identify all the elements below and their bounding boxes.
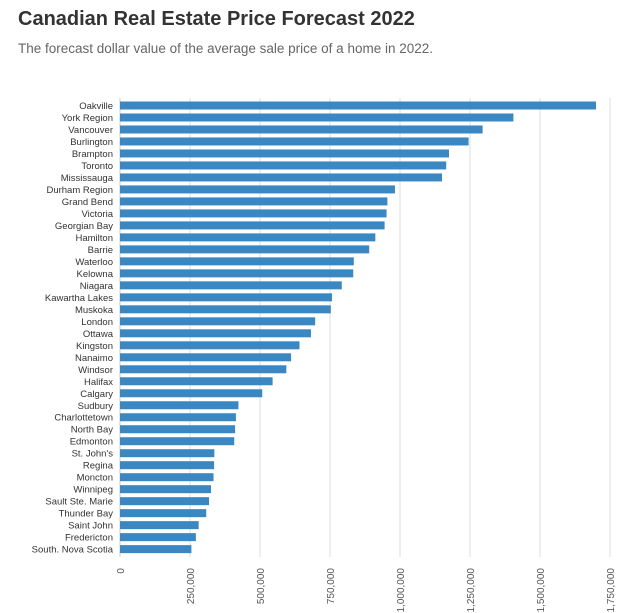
bar <box>120 353 292 362</box>
bar <box>120 233 376 242</box>
category-label: Mississauga <box>61 173 114 184</box>
bar <box>120 113 514 122</box>
bar <box>120 437 235 446</box>
category-label: Saint John <box>68 521 113 532</box>
category-label: Brampton <box>72 149 113 160</box>
category-label: Muskoka <box>75 305 114 316</box>
category-label: Durham Region <box>46 185 113 196</box>
bar <box>120 377 273 386</box>
category-label: Georgian Bay <box>55 221 113 232</box>
x-tick-label: 500,000 <box>256 568 267 605</box>
category-label: South. Nova Scotia <box>32 545 114 556</box>
bar <box>120 401 239 410</box>
bar <box>120 425 236 434</box>
category-label: Edmonton <box>70 437 113 448</box>
category-label: Toronto <box>81 161 113 172</box>
category-label: Winnipeg <box>73 485 113 496</box>
category-label: Barrie <box>88 245 113 256</box>
bar <box>120 149 449 158</box>
bar <box>120 461 215 470</box>
category-label: Ottawa <box>83 329 114 340</box>
x-tick-label: 0 <box>116 568 127 574</box>
bar <box>120 101 596 110</box>
bar <box>120 485 211 494</box>
category-label: Halifax <box>84 377 113 388</box>
bar <box>120 269 354 278</box>
bar <box>120 329 311 338</box>
category-label: London <box>81 317 113 328</box>
bar <box>120 221 385 230</box>
bar <box>120 293 332 302</box>
category-label: York Region <box>62 113 113 124</box>
bar <box>120 209 387 218</box>
category-label: Moncton <box>77 473 113 484</box>
category-label: Sudbury <box>78 401 114 412</box>
bar <box>120 185 395 194</box>
chart-subtitle: The forecast dollar value of the average… <box>18 41 433 56</box>
bar <box>120 173 442 182</box>
category-label: Vancouver <box>68 125 113 136</box>
bar <box>120 281 342 290</box>
category-label: Kingston <box>76 341 113 352</box>
bar <box>120 365 287 374</box>
category-label: Thunder Bay <box>59 509 114 520</box>
category-label: Charlottetown <box>54 413 113 424</box>
category-label: Burlington <box>70 137 113 148</box>
category-label: Grand Bend <box>62 197 113 208</box>
chart-title: Canadian Real Estate Price Forecast 2022 <box>18 8 415 30</box>
category-label: Niagara <box>80 281 114 292</box>
bar <box>120 473 214 482</box>
bar <box>120 533 196 542</box>
x-axis-tick-labels: 0 250,000 500,000 750,000 1,000,000 1,250,000… <box>116 568 617 613</box>
x-tick-label: 1,500,000 <box>536 568 547 613</box>
bar <box>120 521 199 530</box>
category-label: Nanaimo <box>75 353 113 364</box>
bar <box>120 245 370 254</box>
bar <box>120 545 192 554</box>
category-label: Regina <box>83 461 114 472</box>
bar <box>120 317 316 326</box>
bar <box>120 449 215 458</box>
category-label: Windsor <box>78 365 113 376</box>
x-tick-label: 750,000 <box>326 568 337 605</box>
category-label: St. John's <box>72 449 114 460</box>
category-label: Sault Ste. Marie <box>45 497 113 508</box>
bar <box>120 257 354 266</box>
category-label: Hamilton <box>76 233 114 244</box>
bar <box>120 137 469 146</box>
bar <box>120 509 207 518</box>
bar <box>120 413 236 422</box>
category-label: Waterloo <box>75 257 113 268</box>
x-tick-label: 1,250,000 <box>466 568 477 613</box>
bar <box>120 125 483 134</box>
bar <box>120 389 263 398</box>
x-tick-label: 1,000,000 <box>396 568 407 613</box>
category-label: Kelowna <box>77 269 114 280</box>
bar <box>120 341 300 350</box>
category-label: Victoria <box>81 209 113 220</box>
bar <box>120 161 447 170</box>
bar <box>120 305 331 314</box>
category-label: Calgary <box>80 389 113 400</box>
category-label: Kawartha Lakes <box>45 293 113 304</box>
x-tick-label: 250,000 <box>186 568 197 605</box>
bar <box>120 197 388 206</box>
bars <box>120 101 596 554</box>
category-label: North Bay <box>71 425 113 436</box>
x-tick-label: 1,750,000 <box>606 568 617 613</box>
category-label: Fredericton <box>65 533 113 544</box>
category-label: Oakville <box>79 101 113 112</box>
bar <box>120 497 210 506</box>
